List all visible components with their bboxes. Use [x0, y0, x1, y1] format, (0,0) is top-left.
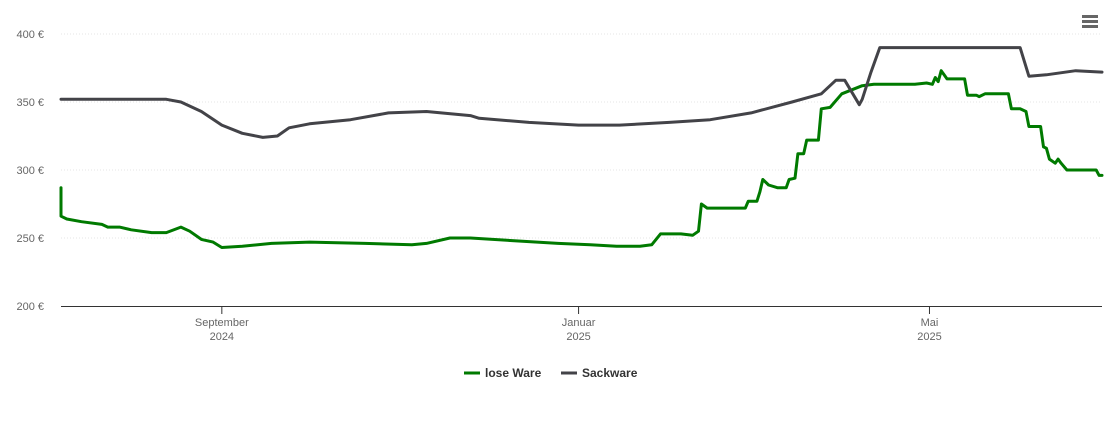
x-tick-year-label: 2024 — [210, 331, 234, 343]
x-tick-year-label: 2025 — [917, 331, 941, 343]
y-tick-label: 200 € — [16, 301, 44, 313]
series-line-0[interactable] — [59, 69, 1104, 249]
legend-label: lose Ware — [485, 366, 542, 380]
x-tick-label: Januar — [562, 317, 596, 329]
x-tick-label: September — [195, 317, 249, 329]
series-line-1[interactable] — [59, 46, 1104, 139]
legend-item-0[interactable]: lose Ware — [464, 366, 542, 380]
y-tick-label: 250 € — [16, 233, 44, 245]
legend-item-1[interactable]: Sackware — [561, 366, 638, 380]
legend-label: Sackware — [582, 366, 638, 380]
y-axis: 200 € 250 € 300 € 350 € 400 € — [16, 29, 44, 313]
x-axis: September 2024 Januar 2025 Mai 2025 — [61, 306, 1102, 343]
x-tick-year-label: 2025 — [566, 331, 590, 343]
hamburger-menu-icon[interactable] — [1078, 10, 1102, 32]
legend[interactable]: lose Ware Sackware — [464, 366, 638, 380]
y-tick-label: 400 € — [16, 29, 44, 41]
y-tick-label: 300 € — [16, 165, 44, 177]
y-tick-label: 350 € — [16, 97, 44, 109]
series-lines — [59, 46, 1104, 249]
x-tick-label: Mai — [921, 317, 939, 329]
grid-lines — [61, 33, 1102, 239]
